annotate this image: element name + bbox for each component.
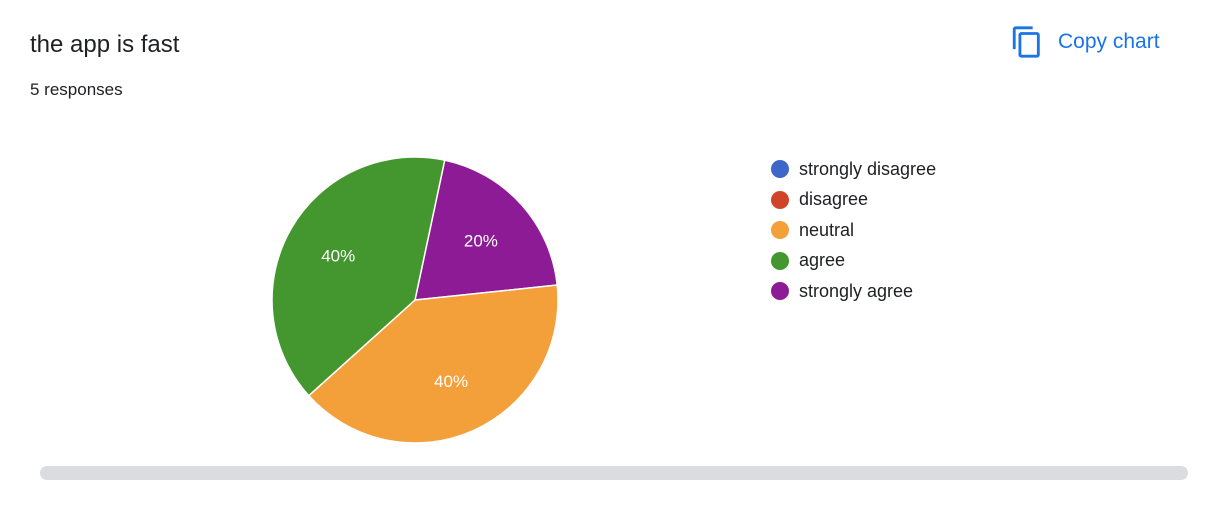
pie-label-strongly-agree: 20%	[464, 232, 498, 251]
legend-item-strongly-agree[interactable]: strongly agree	[771, 276, 936, 307]
legend-swatch	[771, 221, 789, 240]
copy-chart-button[interactable]: Copy chart	[1004, 22, 1166, 62]
legend-swatch	[771, 160, 789, 179]
legend-item-neutral[interactable]: neutral	[771, 215, 936, 246]
legend-item-disagree[interactable]: disagree	[771, 185, 936, 216]
legend-swatch	[771, 251, 789, 270]
pie-chart-svg: 20% 40% 40%	[271, 156, 559, 444]
copy-chart-label: Copy chart	[1058, 30, 1160, 53]
pie-label-neutral: 40%	[434, 372, 468, 391]
pie-slice-neutral[interactable]	[307, 284, 559, 444]
legend-label: agree	[799, 250, 846, 271]
legend-label: neutral	[799, 219, 855, 240]
pie-slice-agree[interactable]	[271, 156, 446, 397]
chart-legend: strongly disagree disagree neutral agree str…	[771, 154, 936, 307]
question-title: the app is fast	[30, 31, 180, 58]
pie-slice-strongly-agree[interactable]	[414, 159, 559, 301]
response-count: 5 responses	[30, 80, 123, 99]
horizontal-scrollbar[interactable]	[40, 466, 1188, 480]
legend-label: disagree	[799, 189, 869, 210]
legend-label: strongly disagree	[799, 158, 937, 179]
legend-label: strongly agree	[799, 280, 914, 301]
legend-item-strongly-disagree[interactable]: strongly disagree	[771, 154, 936, 185]
pie-label-agree: 40%	[321, 247, 355, 266]
legend-swatch	[771, 190, 789, 209]
pie-chart: 20% 40% 40%	[250, 140, 580, 460]
legend-item-agree[interactable]: agree	[771, 246, 936, 277]
legend-swatch	[771, 282, 789, 301]
copy-icon	[1012, 26, 1040, 58]
